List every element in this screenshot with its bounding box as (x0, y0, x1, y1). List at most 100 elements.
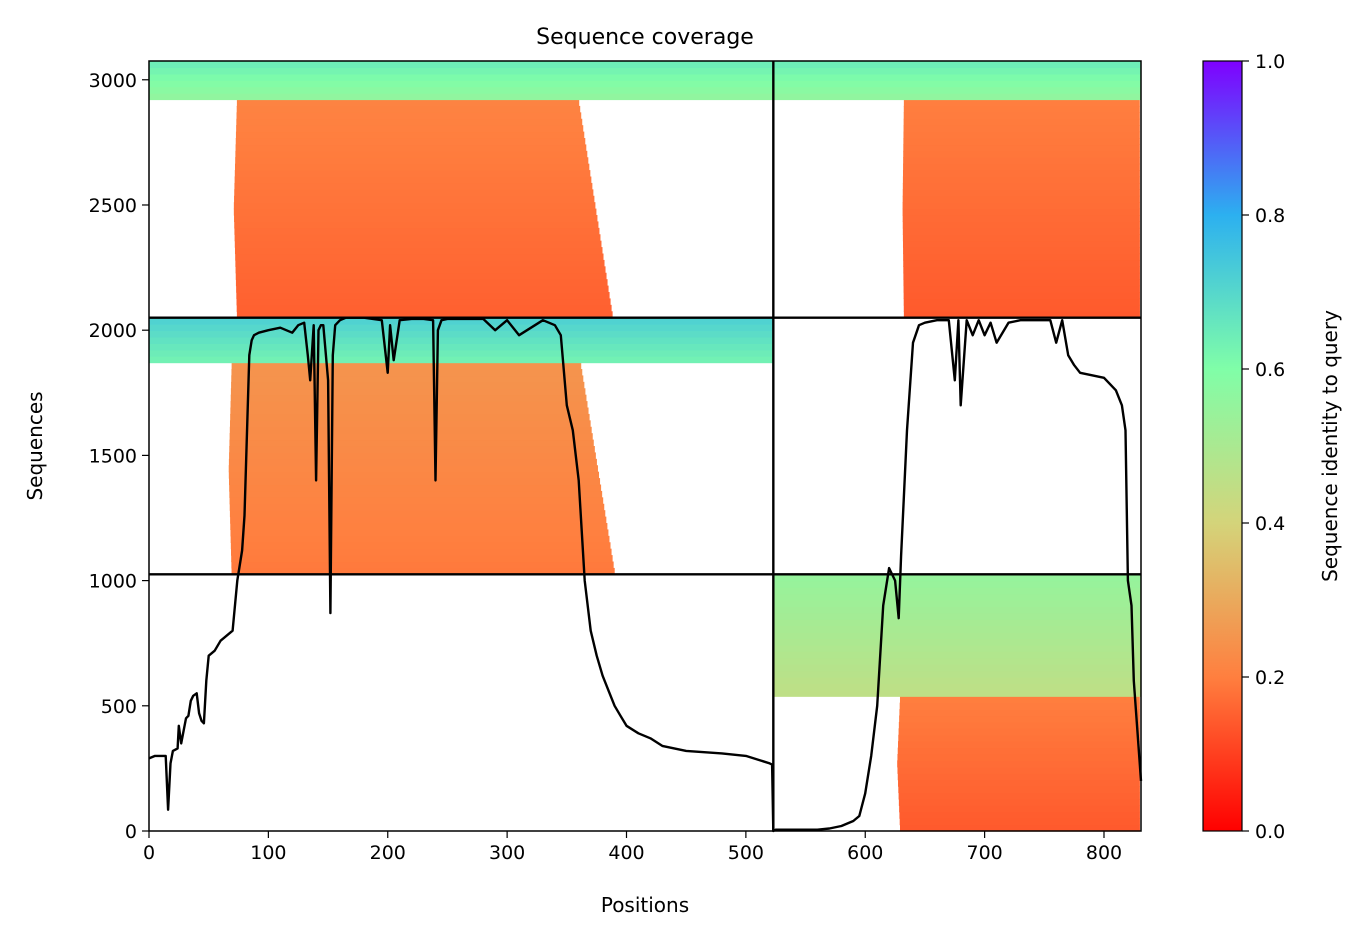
identity-row (230, 516, 607, 524)
identity-row (899, 715, 1140, 723)
colorbar-fill (1202, 60, 1243, 832)
identity-row (898, 741, 1140, 749)
identity-row (231, 567, 615, 575)
y-tick-label: 1500 (89, 445, 137, 467)
identity-row (903, 144, 1140, 152)
identity-row (235, 279, 608, 287)
coverage-line-layer (148, 316, 1143, 833)
identity-row (231, 362, 582, 370)
identity-row (234, 170, 591, 178)
identity-row (902, 234, 1140, 242)
identity-row (897, 747, 1140, 755)
x-tick-label: 0 (143, 842, 155, 864)
identity-row (899, 702, 1140, 710)
identity-row (228, 465, 598, 473)
identity-row (899, 824, 1140, 832)
identity-row (902, 195, 1140, 203)
identity-row (773, 612, 1141, 620)
identity-row (902, 215, 1140, 223)
identity-row (773, 677, 1141, 685)
identity-row (235, 266, 606, 274)
identity-row (233, 208, 597, 216)
identity-row (773, 606, 1141, 614)
identity-row (773, 689, 1141, 697)
identity-row (899, 696, 1140, 704)
x-tick-label: 300 (489, 842, 525, 864)
colorbar-ticks: 0.0 0.2 0.4 0.6 0.8 1.0 (1242, 51, 1285, 843)
identity-row (236, 292, 610, 300)
identity-row (773, 61, 1141, 69)
identity-row (899, 805, 1140, 813)
identity-row (903, 298, 1140, 306)
identity-row (230, 407, 589, 415)
y-tick-label: 500 (101, 696, 137, 718)
identity-row (235, 253, 604, 261)
identity-row (903, 292, 1140, 300)
identity-row (903, 279, 1140, 287)
y-tick-label: 2000 (89, 320, 137, 342)
identity-row (899, 709, 1140, 717)
identity-row (773, 86, 1141, 94)
identity-row (234, 163, 590, 171)
colorbar-tick-label: 0.2 (1255, 667, 1285, 689)
identity-row (773, 657, 1141, 665)
alignment-block-1 (149, 61, 774, 319)
x-tick-label: 800 (1086, 842, 1122, 864)
identity-row (149, 80, 774, 88)
identity-row (773, 670, 1141, 678)
identity-row (235, 131, 585, 139)
coverage-line (148, 316, 1143, 833)
identity-row (230, 394, 587, 402)
identity-row (903, 125, 1140, 133)
identity-row (903, 247, 1140, 255)
identity-row (902, 170, 1140, 178)
identity-row (773, 587, 1141, 595)
identity-row (229, 433, 593, 441)
alignment-block-2 (773, 61, 1141, 319)
identity-row (897, 760, 1140, 768)
identity-row (903, 266, 1140, 274)
identity-row (903, 138, 1140, 146)
identity-row (229, 426, 592, 434)
chart-title: Sequence coverage (536, 25, 754, 50)
identity-row (773, 651, 1141, 659)
identity-row (149, 61, 774, 69)
identity-row (228, 471, 600, 479)
identity-row (149, 73, 774, 81)
identity-row (903, 131, 1140, 139)
identity-row (149, 336, 774, 344)
identity-row (773, 683, 1141, 691)
identity-row (897, 773, 1140, 781)
identity-row (899, 818, 1140, 826)
colorbar-tick-label: 0.8 (1255, 205, 1285, 227)
identity-row (230, 529, 609, 537)
y-tick-label: 1000 (89, 571, 137, 593)
identity-row (235, 144, 587, 152)
identity-row (230, 523, 608, 531)
identity-row (231, 375, 584, 383)
identity-row (234, 247, 603, 255)
identity-row (899, 811, 1140, 819)
identity-row (903, 259, 1140, 267)
identity-row (231, 548, 612, 556)
identity-row (228, 458, 597, 466)
identity-row (903, 272, 1140, 280)
identity-row (230, 542, 611, 550)
identity-row (897, 766, 1140, 774)
identity-row (234, 215, 598, 223)
identity-row (903, 304, 1140, 312)
identity-row (903, 99, 1140, 107)
identity-row (898, 779, 1140, 787)
identity-row (897, 754, 1140, 762)
y-tick-label: 2500 (89, 195, 137, 217)
identity-row (231, 561, 614, 569)
identity-row (149, 356, 774, 364)
colorbar-tick-label: 0.6 (1255, 359, 1285, 381)
colorbar-tick-label: 0.0 (1255, 821, 1285, 843)
identity-row (230, 388, 586, 396)
x-tick-label: 100 (250, 842, 286, 864)
identity-row (234, 221, 599, 229)
identity-row (235, 138, 586, 146)
identity-row (229, 503, 605, 511)
identity-row (149, 67, 774, 75)
